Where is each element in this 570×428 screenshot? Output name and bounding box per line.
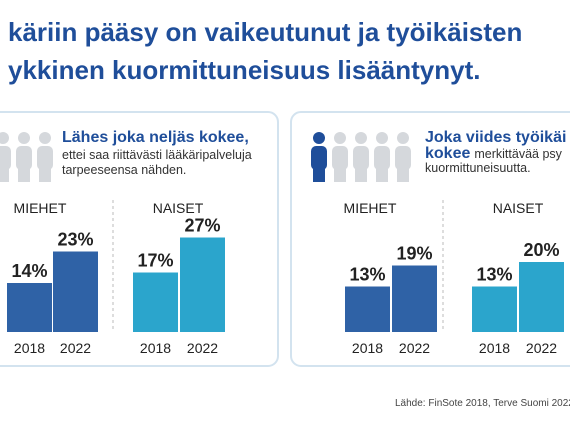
bar [7, 283, 52, 332]
people-icons [0, 132, 53, 182]
x-tick-label: 2022 [399, 340, 430, 356]
x-tick-label: 2022 [60, 340, 91, 356]
panel-heading: kokee [425, 145, 470, 162]
value-label: 20% [523, 240, 559, 260]
panel-heading: Lähes joka neljäs kokee, [62, 129, 249, 146]
value-label: 17% [137, 251, 173, 271]
bar [133, 272, 178, 332]
title-line: käriin pääsy on vaikeutunut ja työikäist… [8, 17, 522, 47]
x-tick-label: 2022 [187, 340, 218, 356]
bar [180, 237, 225, 332]
value-label: 14% [11, 261, 47, 281]
group-label: NAISET [153, 200, 204, 216]
panel-text: tarpeeseensa nähden. [62, 163, 186, 177]
value-label: 19% [396, 244, 432, 264]
value-label: 13% [476, 265, 512, 285]
bar [53, 251, 98, 332]
x-tick-label: 2022 [526, 340, 557, 356]
title-line: ykkinen kuormittuneisuus lisääntynyt. [8, 55, 480, 85]
panel-text: merkittävää psy [474, 147, 562, 161]
source: Lähde: FinSote 2018, Terve Suomi 2022 en… [395, 398, 570, 409]
group-label: MIEHET [14, 200, 67, 216]
bar [345, 286, 390, 332]
panel-heading: Joka viides työikäi [425, 129, 566, 146]
group-label: MIEHET [344, 200, 397, 216]
value-label: 27% [184, 216, 220, 236]
value-label: 13% [349, 265, 385, 285]
panel-text: ettei saa riittävästi lääkäripalveluja [62, 148, 252, 162]
x-tick-label: 2018 [140, 340, 171, 356]
x-tick-label: 2018 [352, 340, 383, 356]
people-icons [311, 132, 411, 182]
panel-text: kuormittuneisuutta. [425, 161, 531, 175]
x-tick-label: 2018 [479, 340, 510, 356]
bar [392, 265, 437, 332]
bar [519, 262, 564, 332]
bar [472, 286, 517, 332]
panel-text-line: kokee merkittävää psy [425, 145, 563, 162]
x-tick-label: 2018 [14, 340, 45, 356]
group-label: NAISET [493, 200, 544, 216]
value-label: 23% [57, 230, 93, 250]
